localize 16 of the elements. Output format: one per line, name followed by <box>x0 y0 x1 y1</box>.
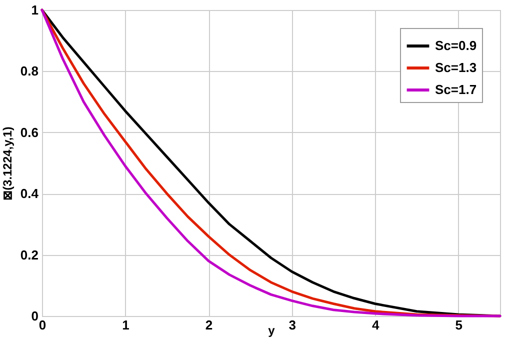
y-tick-label: 1 <box>31 2 38 18</box>
x-tick-label: 1 <box>122 318 130 332</box>
y-axis-title: ⊠(3.1224,y,1) <box>0 126 14 200</box>
x-tick-label: 5 <box>455 318 462 332</box>
y-tick-label: 0.8 <box>20 64 38 79</box>
x-tick-label: 2 <box>205 318 213 332</box>
line-series <box>40 8 502 318</box>
legend-label: Sc=1.3 <box>435 60 477 75</box>
y-tick-label: 0.4 <box>20 186 40 202</box>
x-tick-label: 4 <box>372 318 380 332</box>
x-tick-label: 3 <box>288 318 296 332</box>
legend-label: Sc=1.7 <box>435 82 477 97</box>
x-axis-title: y <box>268 324 276 338</box>
legend-label: Sc=0.9 <box>435 38 477 53</box>
y-tick-label: 0.6 <box>20 124 38 140</box>
y-tick-label: 0.2 <box>20 247 38 262</box>
